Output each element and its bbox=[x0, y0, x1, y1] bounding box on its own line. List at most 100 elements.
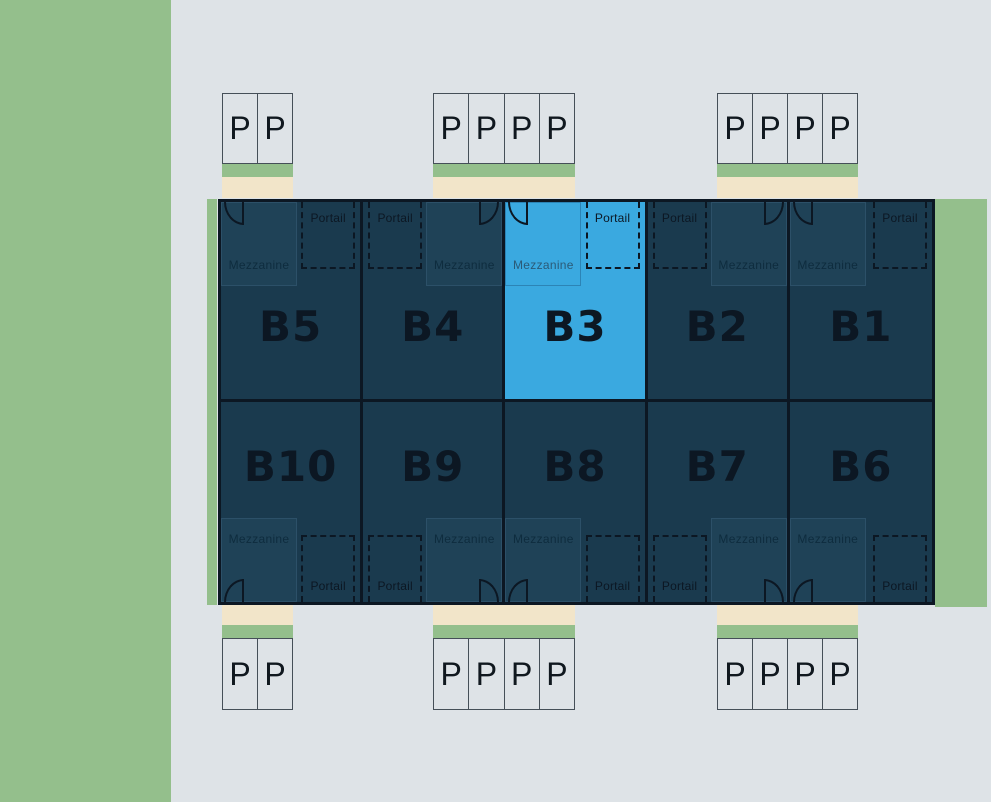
door-swing-icon bbox=[224, 202, 244, 225]
unit-B2[interactable]: Mezzanine Portail B2 bbox=[647, 202, 790, 402]
portail-label: Portail bbox=[377, 211, 413, 225]
portail-zone: Portail bbox=[301, 202, 356, 269]
portail-zone: Portail bbox=[652, 202, 707, 269]
parking-spot: P bbox=[258, 94, 292, 163]
parking-spot-label: P bbox=[759, 110, 781, 146]
unit-B1[interactable]: Mezzanine Portail B1 bbox=[789, 202, 932, 402]
portail-label: Portail bbox=[661, 211, 698, 225]
parking-spot: P bbox=[223, 94, 258, 163]
portail-label: Portail bbox=[594, 579, 631, 593]
parking-spot: P bbox=[788, 639, 823, 709]
grass-strip-building-left bbox=[207, 199, 217, 605]
door-swing-icon bbox=[508, 579, 528, 602]
unit-label: B7 bbox=[685, 442, 749, 491]
parking-spot-label: P bbox=[229, 110, 251, 146]
unit-label: B4 bbox=[401, 302, 465, 351]
portail-label: Portail bbox=[310, 211, 346, 225]
parking-spot-label: P bbox=[229, 655, 251, 692]
portail-zone: Portail bbox=[368, 202, 423, 269]
parking-spot-label: P bbox=[794, 110, 816, 146]
grass-area-left bbox=[0, 0, 171, 802]
parking-spot: P bbox=[788, 94, 823, 163]
portail-zone: Portail bbox=[585, 202, 640, 269]
parking-spot-label: P bbox=[759, 655, 781, 692]
unit-label: B1 bbox=[829, 302, 893, 351]
unit-label: B6 bbox=[829, 442, 893, 491]
mezzanine-label: Mezzanine bbox=[797, 532, 859, 546]
door-swing-icon bbox=[479, 202, 499, 225]
parking-spot: P bbox=[434, 639, 470, 709]
parking-spot: P bbox=[540, 639, 574, 709]
unit-label: B9 bbox=[401, 442, 465, 491]
door-swing-icon bbox=[479, 579, 499, 602]
parking-spot-label: P bbox=[264, 655, 286, 692]
portail-zone: Portail bbox=[585, 535, 640, 602]
parking-spot: P bbox=[258, 639, 292, 709]
unit-B7[interactable]: Mezzanine Portail B7 bbox=[647, 402, 790, 602]
portail-zone: Portail bbox=[872, 535, 927, 602]
mezzanine-label: Mezzanine bbox=[434, 258, 495, 272]
parking-spot-label: P bbox=[794, 655, 816, 692]
portail-zone: Portail bbox=[652, 535, 707, 602]
parking-spot-label: P bbox=[546, 110, 568, 146]
unit-label: B10 bbox=[243, 442, 338, 491]
unit-B8[interactable]: Mezzanine Portail B8 bbox=[505, 402, 648, 602]
unit-B5[interactable]: Mezzanine Portail B5 bbox=[221, 202, 364, 402]
portail-label: Portail bbox=[377, 579, 413, 593]
parking-spot-label: P bbox=[829, 110, 851, 146]
parking-spot: P bbox=[823, 639, 857, 709]
parking-spot-label: P bbox=[475, 110, 498, 146]
parking-spot: P bbox=[753, 639, 788, 709]
parking-spot-label: P bbox=[510, 110, 533, 146]
grass-strip bbox=[222, 625, 293, 638]
parking-spot-label: P bbox=[724, 655, 746, 692]
mezzanine-label: Mezzanine bbox=[434, 532, 495, 546]
parking-spot: P bbox=[434, 94, 470, 163]
grass-strip bbox=[222, 164, 293, 177]
building-block: Mezzanine Portail B5 Mezzanine Portail B4 Mezz… bbox=[218, 199, 935, 605]
unit-label: B5 bbox=[258, 302, 323, 351]
mezzanine-label: Mezzanine bbox=[228, 258, 290, 272]
door-swing-icon bbox=[764, 202, 784, 225]
portail-zone: Portail bbox=[872, 202, 927, 269]
parking-spot-label: P bbox=[510, 655, 533, 692]
mezzanine-label: Mezzanine bbox=[797, 258, 859, 272]
portail-zone: Portail bbox=[368, 535, 423, 602]
parking-spot-label: P bbox=[546, 655, 568, 692]
parking-spot: P bbox=[753, 94, 788, 163]
parking-spot-label: P bbox=[829, 655, 851, 692]
mezzanine-box: Mezzanine bbox=[710, 202, 787, 286]
unit-label: B3 bbox=[543, 302, 607, 351]
parking-spot: P bbox=[223, 639, 258, 709]
parking-spot-label: P bbox=[440, 110, 462, 146]
parking-spot: P bbox=[469, 639, 505, 709]
door-swing-icon bbox=[792, 202, 813, 225]
mezzanine-label: Mezzanine bbox=[228, 532, 290, 546]
unit-B10[interactable]: Mezzanine Portail B10 bbox=[221, 402, 364, 602]
unit-B3[interactable]: Mezzanine Portail B3 bbox=[505, 202, 648, 402]
grass-strip bbox=[717, 625, 858, 638]
unit-B6[interactable]: Mezzanine Portail B6 bbox=[789, 402, 932, 602]
portail-label: Portail bbox=[882, 211, 918, 225]
parking-spot-label: P bbox=[440, 655, 462, 692]
door-swing-icon bbox=[508, 202, 529, 225]
unit-B9[interactable]: Mezzanine Portail B9 bbox=[363, 402, 506, 602]
portail-label: Portail bbox=[882, 579, 918, 593]
unit-label: B8 bbox=[543, 442, 607, 491]
pavement-strip bbox=[717, 605, 858, 625]
parking-spot: P bbox=[469, 94, 505, 163]
parking-spot: P bbox=[823, 94, 857, 163]
unit-B4[interactable]: Mezzanine Portail B4 bbox=[363, 202, 506, 402]
pavement-strip bbox=[222, 605, 293, 625]
mezzanine-label: Mezzanine bbox=[718, 532, 780, 546]
pavement-strip bbox=[222, 177, 293, 198]
